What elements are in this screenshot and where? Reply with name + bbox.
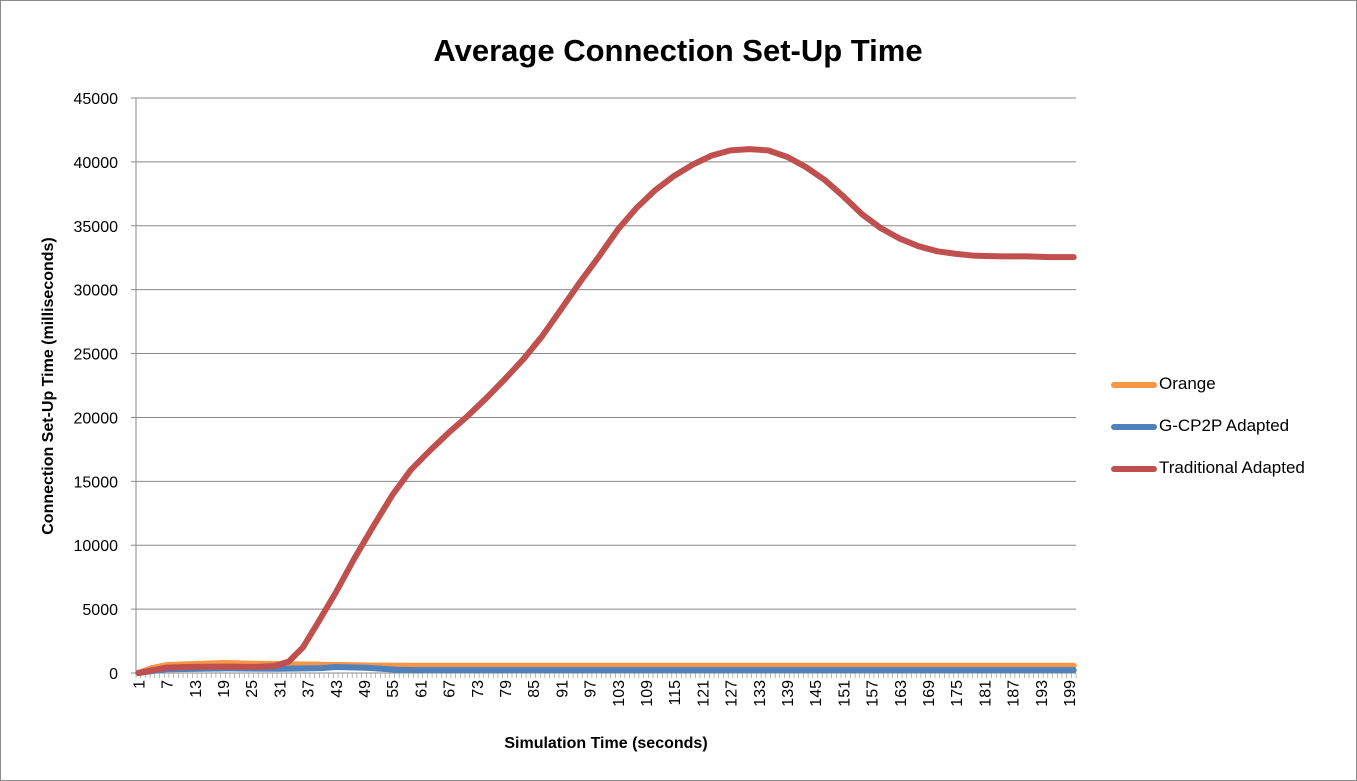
x-tick-label: 121 <box>695 680 712 707</box>
x-tick-label: 145 <box>808 680 825 707</box>
x-tick-label: 13 <box>188 680 205 698</box>
x-tick-label: 97 <box>583 680 600 698</box>
x-tick-label: 37 <box>301 680 318 698</box>
x-tick-label: 109 <box>639 680 656 707</box>
x-tick-label: 67 <box>442 680 459 698</box>
legend-label: G-CP2P Adapted <box>1159 416 1290 435</box>
x-tick-label: 31 <box>272 680 289 698</box>
y-axis-title: Connection Set-Up Time (milliseconds) <box>40 237 57 535</box>
series-lines <box>135 146 1077 676</box>
x-tick-label: 175 <box>949 680 966 707</box>
x-tick-label: 157 <box>865 680 882 707</box>
y-tick-label: 20000 <box>74 410 119 427</box>
y-tick-label: 5000 <box>82 602 118 619</box>
legend-label: Traditional Adapted <box>1159 458 1305 477</box>
x-tick-label: 7 <box>160 680 177 689</box>
legend-swatch <box>1111 424 1157 430</box>
x-tick-label: 127 <box>724 680 741 707</box>
x-tick-label: 139 <box>780 680 797 707</box>
y-tick-label: 15000 <box>74 474 119 491</box>
x-tick-label: 199 <box>1062 680 1079 707</box>
y-tick-label: 45000 <box>74 91 119 108</box>
x-axis-title: Simulation Time (seconds) <box>504 735 707 752</box>
gridlines <box>136 97 1076 610</box>
x-tick-label: 133 <box>752 680 769 707</box>
y-tick-labels: 0 5000 10000 15000 20000 25000 30000 35000 40000… <box>74 91 119 683</box>
x-tick-label: 25 <box>244 680 261 698</box>
x-tick-label: 49 <box>357 680 374 698</box>
x-tick-label: 85 <box>526 680 543 698</box>
axes <box>131 97 1077 678</box>
x-tick-label: 91 <box>554 680 571 698</box>
x-tick-label: 193 <box>1034 680 1051 707</box>
legend-label: Orange <box>1159 374 1216 393</box>
x-tick-label: 55 <box>385 680 402 698</box>
y-tick-label: 35000 <box>74 219 119 236</box>
x-tick-label: 187 <box>1006 680 1023 707</box>
x-tick-label: 61 <box>413 680 430 698</box>
x-tick-label: 79 <box>498 680 515 698</box>
y-tick-label: 30000 <box>74 283 119 300</box>
series-line <box>135 664 1077 676</box>
legend-swatch <box>1111 382 1157 388</box>
x-tick-label: 151 <box>836 680 853 707</box>
series-line <box>135 146 1077 676</box>
x-tick-label: 169 <box>921 680 938 707</box>
y-tick-label: 10000 <box>74 538 119 555</box>
x-tick-label: 163 <box>893 680 910 707</box>
x-tick-label: 19 <box>216 680 233 698</box>
y-tick-label: 0 <box>109 666 118 683</box>
x-tick-labels: 1 7 13 19 25 31 37 43 49 55 61 67 73 79 85 91 97 103 109 11… <box>131 680 1079 707</box>
legend-swatch <box>1111 466 1157 472</box>
x-tick-label: 1 <box>131 680 148 689</box>
y-tick-label: 25000 <box>74 347 119 364</box>
y-tick-label: 40000 <box>74 155 119 172</box>
x-tick-label: 115 <box>667 680 684 706</box>
x-tick-label: 181 <box>977 680 994 707</box>
chart-title: Average Connection Set-Up Time <box>433 33 922 68</box>
x-tick-label: 73 <box>470 680 487 698</box>
x-tick-label: 103 <box>611 680 628 707</box>
x-tick-label: 43 <box>329 680 346 698</box>
